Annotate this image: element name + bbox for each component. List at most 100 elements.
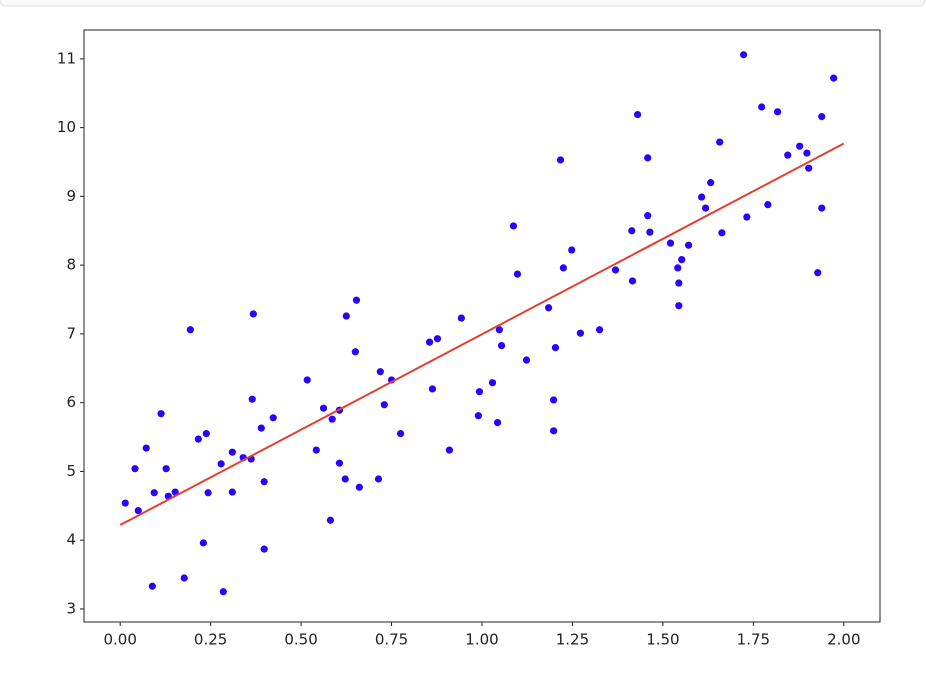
scatter-point <box>818 113 826 121</box>
scatter-point <box>684 241 693 249</box>
x-tick-label: 0.50 <box>284 631 317 649</box>
scatter-point <box>633 110 642 119</box>
scatter-point <box>180 574 188 582</box>
scatter-point <box>433 335 442 343</box>
scatter-point <box>707 179 715 187</box>
scatter-point <box>474 412 482 420</box>
scatter-point <box>351 348 359 356</box>
scatter-point <box>556 156 565 164</box>
scatter-point <box>559 264 568 272</box>
x-tick-label: 0.75 <box>375 631 408 649</box>
scatter-point <box>342 312 350 320</box>
fit-line <box>119 142 845 526</box>
scatter-point <box>380 401 388 409</box>
scatter-point <box>171 488 179 496</box>
scatter-point <box>475 388 484 396</box>
scatter-point <box>644 212 652 220</box>
scatter-point <box>675 279 683 287</box>
scatter-point <box>595 326 604 334</box>
scatter-point <box>202 430 210 438</box>
scatter-point <box>428 385 437 393</box>
scatter-point <box>784 151 792 159</box>
scatter-point <box>457 314 465 322</box>
scatter-point <box>199 539 207 547</box>
scatter-point <box>249 310 257 318</box>
scatter-point <box>217 460 225 468</box>
scatter-point <box>774 108 782 116</box>
scatter-point <box>513 270 522 278</box>
scatter-point <box>551 344 560 352</box>
y-tick-label: 6 <box>66 393 76 411</box>
scatter-point <box>628 227 636 235</box>
scatter-point <box>764 201 772 209</box>
scatter-point <box>148 582 156 590</box>
y-tick-label: 7 <box>66 324 76 342</box>
scatter-point <box>319 404 328 412</box>
scatter-point <box>162 465 170 473</box>
scatter-point <box>830 74 838 82</box>
x-tick-label: 0.00 <box>103 631 136 649</box>
scatter-point <box>228 488 236 496</box>
scatter-point <box>186 326 194 334</box>
scatter-point <box>805 164 813 172</box>
scatter-point <box>739 51 748 59</box>
scatter-point <box>718 229 726 237</box>
scatter-point <box>425 338 434 346</box>
x-tick-label: 1.50 <box>646 631 679 649</box>
scatter-point <box>509 222 518 230</box>
scatter-point <box>611 266 620 274</box>
scatter-point <box>576 329 585 337</box>
scatter-point <box>493 419 502 427</box>
x-tick-label: 1.00 <box>465 631 498 649</box>
scatter-point <box>194 435 202 443</box>
y-tick-label: 10 <box>57 118 76 136</box>
scatter-point <box>675 302 683 310</box>
scatter-point <box>248 395 256 403</box>
scatter-point <box>814 269 822 277</box>
x-tick-label: 0.25 <box>194 631 227 649</box>
scatter-point <box>131 465 139 473</box>
cell-border <box>0 0 926 7</box>
scatter-point <box>374 475 383 483</box>
scatter-point <box>326 516 334 524</box>
scatter-point <box>328 415 336 423</box>
scatter-point <box>445 446 454 454</box>
y-tick-label: 8 <box>66 256 76 274</box>
scatter-point <box>568 246 576 254</box>
scatter-point <box>666 239 675 247</box>
scatter-point <box>157 410 165 418</box>
scatter-point <box>743 213 751 221</box>
scatter-point <box>488 379 497 387</box>
scatter-point <box>796 142 804 150</box>
x-tick-label: 2.00 <box>827 631 860 649</box>
scatter-point <box>522 356 531 364</box>
scatter-point <box>646 228 654 236</box>
scatter-point <box>818 204 826 212</box>
y-tick-label: 11 <box>57 49 76 67</box>
scatter-point <box>219 588 227 596</box>
scatter-point <box>698 193 706 201</box>
y-tick-label: 5 <box>66 462 76 480</box>
scatter-point <box>312 446 320 454</box>
y-tick-label: 3 <box>66 599 76 617</box>
scatter-point <box>204 489 212 497</box>
scatter-point <box>150 489 158 497</box>
scatter-point <box>644 154 652 162</box>
scatter-point <box>260 478 268 486</box>
scatter-point <box>678 256 686 264</box>
y-tick-label: 4 <box>66 531 76 549</box>
scatter-point <box>495 326 503 334</box>
scatter-point <box>716 138 724 146</box>
scatter-point <box>269 414 277 422</box>
scatter-point <box>355 483 363 491</box>
scatter-point <box>257 424 265 432</box>
scatter-point <box>303 376 311 384</box>
scatter-point <box>803 149 811 157</box>
scatter-point <box>550 396 558 404</box>
axes-frame <box>83 29 881 623</box>
scatter-point <box>544 304 553 312</box>
scatter-point <box>121 499 129 507</box>
scatter-point <box>396 430 405 438</box>
